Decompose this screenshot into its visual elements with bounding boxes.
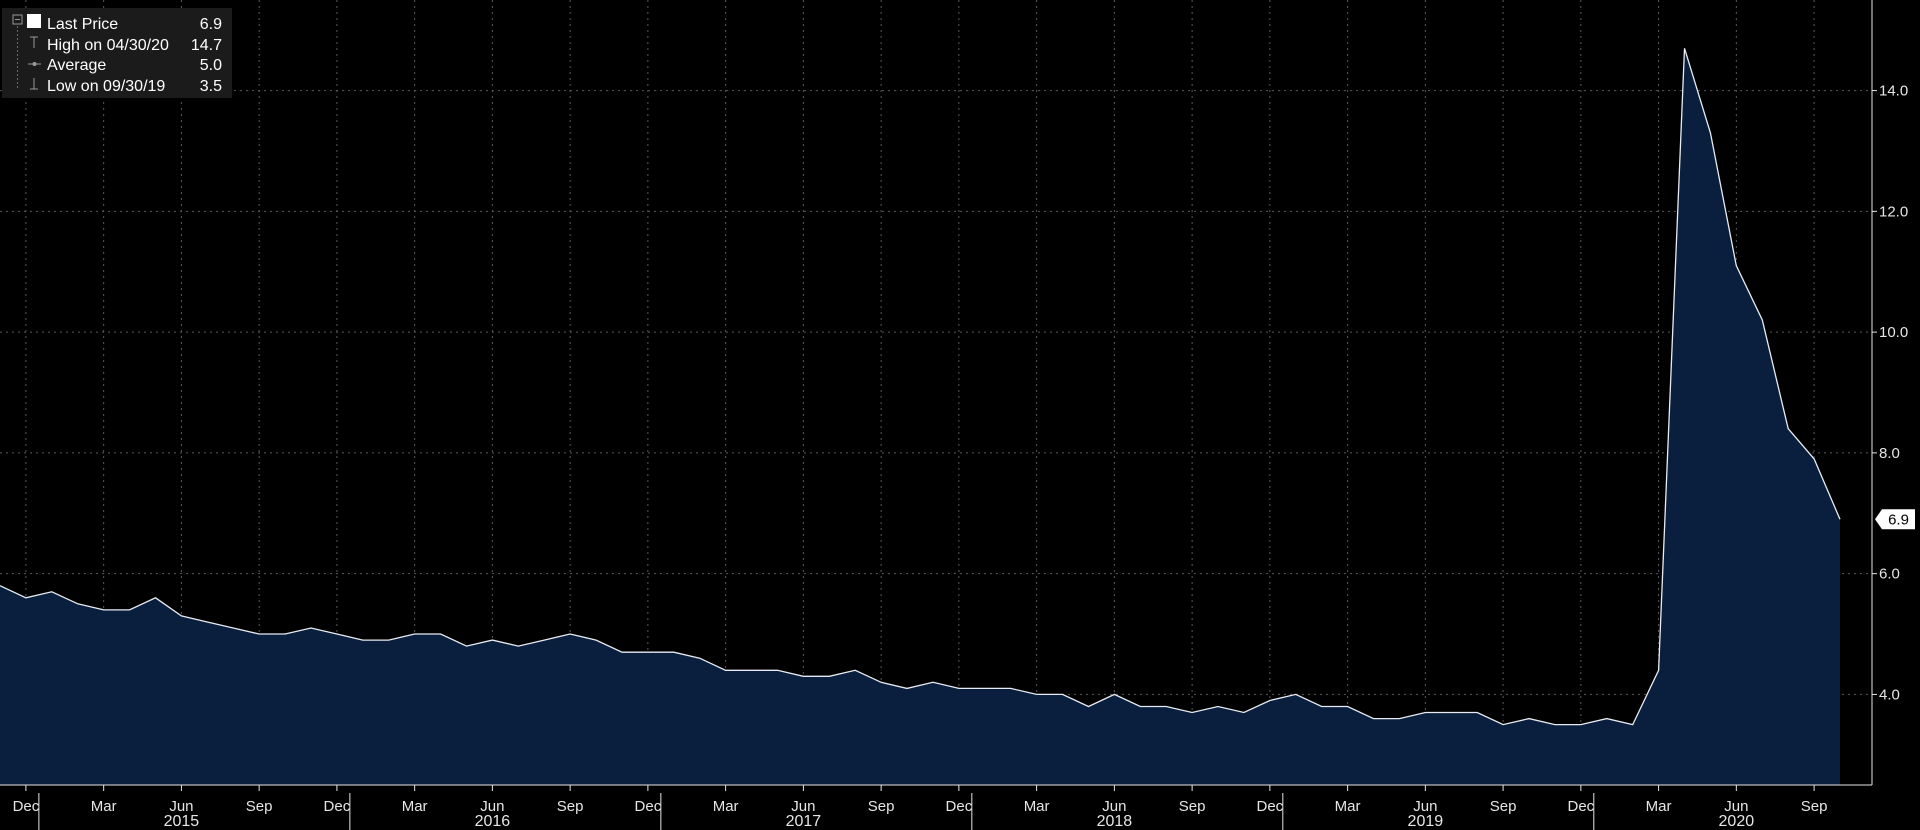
x-tick-label: Mar <box>713 798 739 815</box>
y-tick-label: 8.0 <box>1879 445 1900 462</box>
y-tick-label: 14.0 <box>1879 83 1908 100</box>
low-marker-icon <box>30 78 38 90</box>
x-tick-label: Sep <box>1801 798 1828 815</box>
x-tick-label: Dec <box>1257 798 1284 815</box>
last-price-tag-shape <box>1875 509 1915 530</box>
legend-label-high: High on 04/30/20 <box>47 37 169 54</box>
x-tick-label: Jun <box>1413 798 1437 815</box>
legend-value-average: 5.0 <box>200 57 222 74</box>
legend: Last Price 6.9 High on 04/30/20 14.7 Ave… <box>2 8 232 98</box>
x-tick-label: Jun <box>169 798 193 815</box>
x-year-label: 2019 <box>1408 813 1444 830</box>
series-area-fill <box>0 48 1840 786</box>
x-tick-label: Mar <box>402 798 428 815</box>
legend-value-high: 14.7 <box>191 37 222 54</box>
x-tick-label: Mar <box>1024 798 1050 815</box>
x-tick-label: Dec <box>946 798 973 815</box>
legend-collapse-icon[interactable] <box>12 14 23 25</box>
y-tick-label: 6.0 <box>1879 566 1900 583</box>
y-tick-label: 4.0 <box>1879 686 1900 703</box>
x-tick-label: Jun <box>480 798 504 815</box>
x-tick-label: Dec <box>1568 798 1595 815</box>
x-tick-label: Dec <box>635 798 662 815</box>
x-tick-label: Dec <box>324 798 351 815</box>
x-tick-label: Sep <box>557 798 584 815</box>
y-tick-label: 10.0 <box>1879 324 1908 341</box>
x-tick-label: Dec <box>13 798 40 815</box>
x-tick-label: Sep <box>868 798 895 815</box>
x-tick-label: Mar <box>1335 798 1361 815</box>
average-marker-icon <box>28 62 41 66</box>
x-tick-label: Mar <box>91 798 117 815</box>
x-tick-label: Sep <box>246 798 273 815</box>
last-price-tag: 6.9 <box>1875 509 1915 530</box>
series-line <box>0 48 1841 726</box>
legend-label-low: Low on 09/30/19 <box>47 78 165 95</box>
x-tick-label: Jun <box>1102 798 1126 815</box>
legend-label-last-price: Last Price <box>47 16 118 33</box>
x-year-label: 2018 <box>1097 813 1133 830</box>
x-tick-label: Jun <box>1724 798 1748 815</box>
x-tick-label: Jun <box>791 798 815 815</box>
x-year-label: 2016 <box>475 813 511 830</box>
series-area <box>0 48 1841 786</box>
last-price-tag-label: 6.9 <box>1888 511 1909 528</box>
x-tick-label: Mar <box>1646 798 1672 815</box>
y-tick-label: 12.0 <box>1879 203 1908 220</box>
square-icon <box>27 14 41 28</box>
legend-value-last-price: 6.9 <box>200 16 222 33</box>
high-marker-icon <box>30 36 38 48</box>
x-year-label: 2015 <box>164 813 200 830</box>
legend-value-low: 3.5 <box>200 78 222 95</box>
legend-label-average: Average <box>47 57 106 74</box>
x-year-label: 2020 <box>1719 813 1755 830</box>
x-tick-label: Sep <box>1179 798 1206 815</box>
x-tick-label: Sep <box>1490 798 1517 815</box>
x-year-label: 2017 <box>786 813 822 830</box>
